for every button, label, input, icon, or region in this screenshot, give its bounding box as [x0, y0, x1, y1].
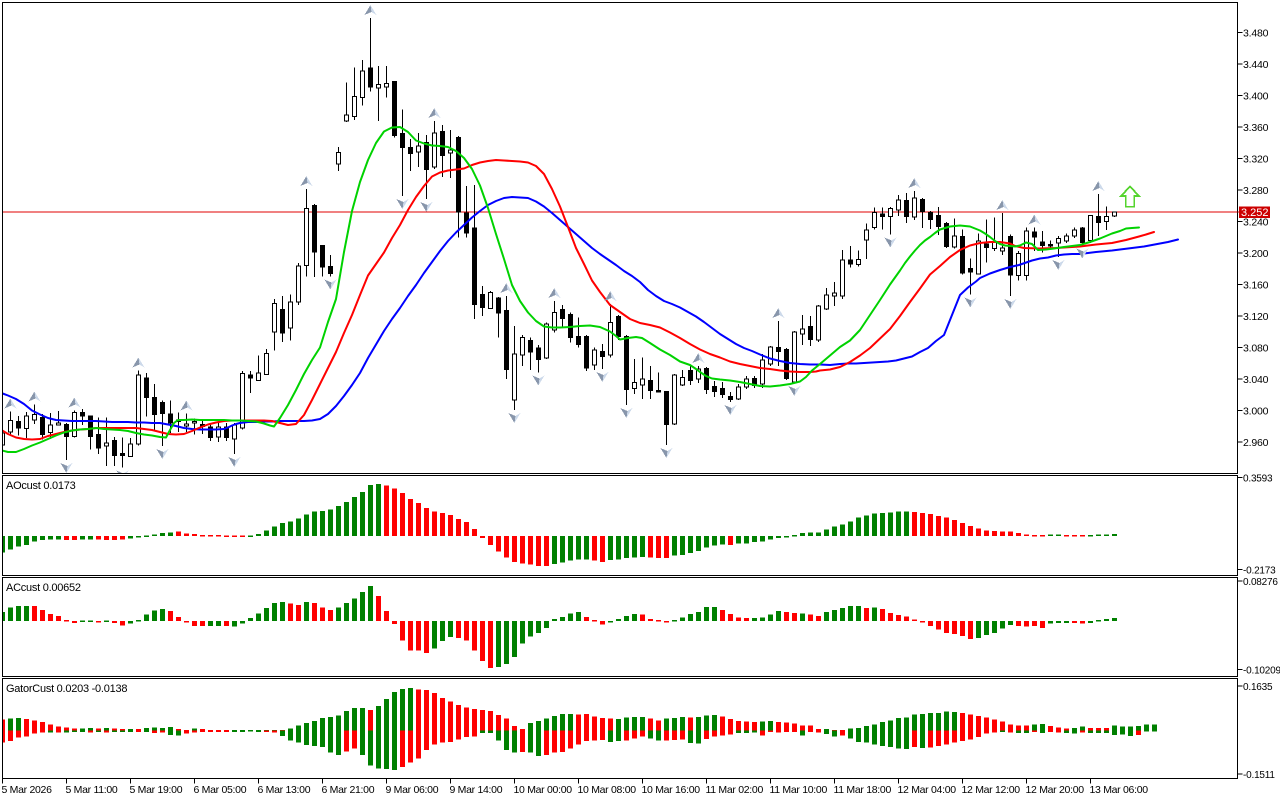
svg-text:5 Mar 19:00: 5 Mar 19:00 — [130, 784, 183, 796]
svg-text:3.440: 3.440 — [1243, 59, 1269, 71]
svg-text:ACcust 0.00652: ACcust 0.00652 — [6, 582, 81, 594]
svg-text:3.320: 3.320 — [1243, 154, 1269, 166]
svg-text:11 Mar 18:00: 11 Mar 18:00 — [834, 784, 892, 796]
svg-text:13 Mar 06:00: 13 Mar 06:00 — [1090, 784, 1149, 796]
svg-text:6 Mar 13:00: 6 Mar 13:00 — [258, 784, 311, 796]
svg-text:10 Mar 00:00: 10 Mar 00:00 — [514, 784, 573, 796]
svg-text:3.040: 3.040 — [1243, 374, 1269, 386]
svg-text:AOcust 0.0173: AOcust 0.0173 — [6, 480, 76, 492]
svg-text:2.960: 2.960 — [1243, 437, 1269, 449]
svg-text:11 Mar 02:00: 11 Mar 02:00 — [706, 784, 764, 796]
svg-text:3.120: 3.120 — [1243, 311, 1269, 323]
svg-text:3.000: 3.000 — [1243, 406, 1269, 418]
svg-text:9 Mar 14:00: 9 Mar 14:00 — [450, 784, 503, 796]
svg-text:10 Mar 08:00: 10 Mar 08:00 — [578, 784, 637, 796]
svg-text:12 Mar 12:00: 12 Mar 12:00 — [962, 784, 1021, 796]
svg-text:10 Mar 16:00: 10 Mar 16:00 — [642, 784, 701, 796]
svg-text:5 Mar 2026: 5 Mar 2026 — [2, 784, 53, 796]
svg-text:6 Mar 21:00: 6 Mar 21:00 — [322, 784, 375, 796]
svg-text:12 Mar 04:00: 12 Mar 04:00 — [898, 784, 957, 796]
svg-text:0.3593: 0.3593 — [1243, 474, 1273, 485]
svg-text:0.08276: 0.08276 — [1243, 577, 1278, 588]
svg-text:GatorCust 0.0203 -0.0138: GatorCust 0.0203 -0.0138 — [6, 683, 127, 695]
svg-text:3.400: 3.400 — [1243, 91, 1269, 103]
svg-text:-0.1511: -0.1511 — [1243, 770, 1275, 781]
svg-text:-0.10209: -0.10209 — [1243, 666, 1280, 677]
svg-text:3.200: 3.200 — [1243, 248, 1269, 260]
svg-text:9 Mar 06:00: 9 Mar 06:00 — [386, 784, 439, 796]
svg-text:3.360: 3.360 — [1243, 122, 1269, 134]
svg-text:3.160: 3.160 — [1243, 280, 1269, 292]
svg-text:0.1635: 0.1635 — [1243, 682, 1273, 693]
svg-text:-0.2173: -0.2173 — [1243, 566, 1276, 577]
svg-text:3.280: 3.280 — [1243, 185, 1269, 197]
svg-text:3.240: 3.240 — [1243, 217, 1269, 229]
svg-text:12 Mar 20:00: 12 Mar 20:00 — [1026, 784, 1085, 796]
svg-text:3.480: 3.480 — [1243, 28, 1269, 40]
svg-text:6 Mar 05:00: 6 Mar 05:00 — [194, 784, 247, 796]
svg-text:3.252: 3.252 — [1241, 207, 1269, 219]
svg-text:11 Mar 10:00: 11 Mar 10:00 — [770, 784, 828, 796]
svg-text:5 Mar 11:00: 5 Mar 11:00 — [66, 784, 118, 796]
svg-text:3.080: 3.080 — [1243, 343, 1269, 355]
